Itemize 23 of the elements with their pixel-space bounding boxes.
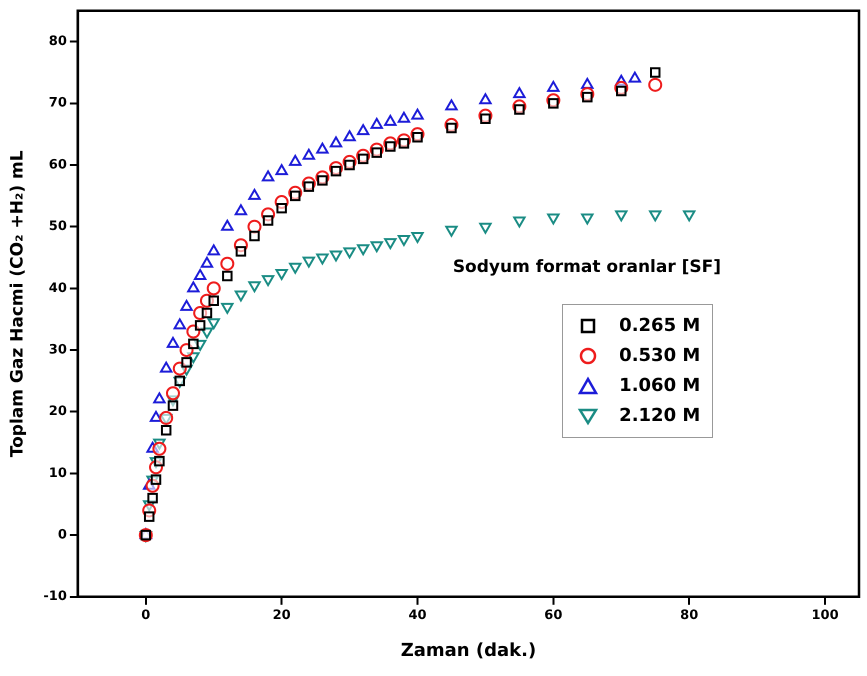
y-tick-label: 10 [48,466,67,481]
y-tick-label: 50 [48,219,67,234]
x-tick-label: 100 [811,608,839,623]
x-tick-label: 80 [680,608,698,623]
y-tick-label: 40 [48,280,67,296]
y-tick-label: 60 [48,157,67,172]
y-tick-label: 30 [48,342,67,358]
y-axis-title: Toplam Gaz Hacmi (CO₂ +H₂) mL [8,150,28,458]
y-tick-label: 20 [48,404,67,420]
x-tick-label: 60 [544,608,562,623]
y-tick-label: 70 [48,96,67,111]
y-tick-label: 80 [48,34,67,50]
x-tick-label: 40 [408,608,427,623]
y-tick-label: 0 [58,527,67,542]
legend-label: 1.060 M [619,375,700,396]
x-axis-title: Zaman (dak.) [400,640,536,661]
legend-label: 0.265 M [619,315,700,336]
x-tick-label: 20 [272,608,291,623]
legend-title: Sodyum format oranlar [SF] [452,256,722,277]
legend-label: 2.120 M [619,405,700,426]
y-tick-label: -10 [43,589,67,604]
x-tick-label: 0 [141,608,150,623]
legend-label: 0.530 M [619,345,700,366]
